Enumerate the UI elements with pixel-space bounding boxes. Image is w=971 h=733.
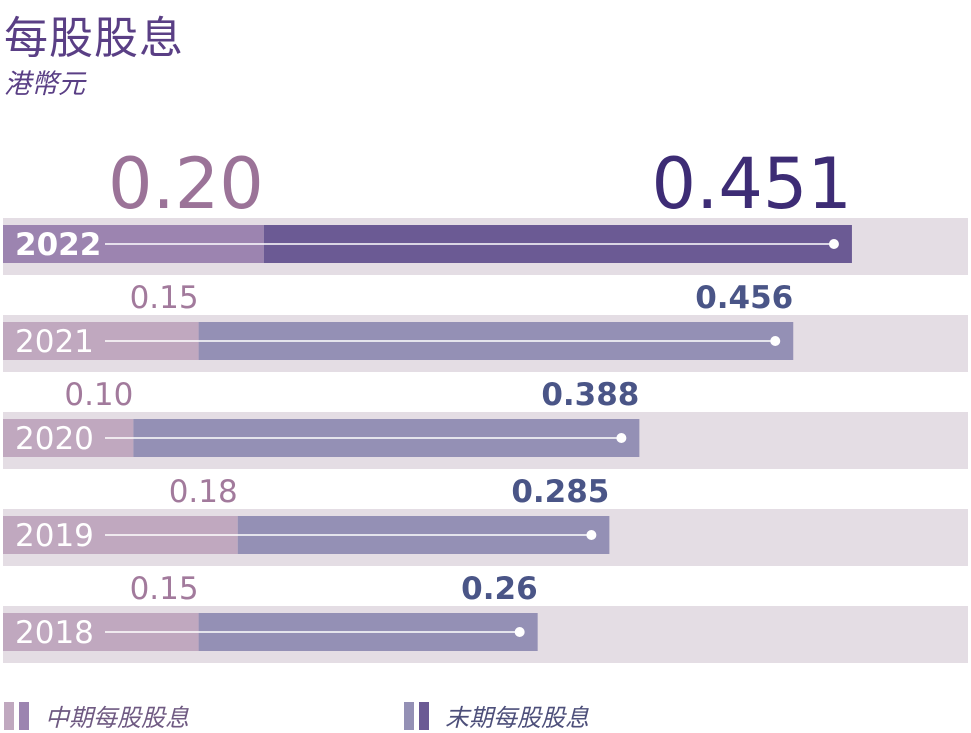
legend-item-interim: 中期每股股息	[4, 698, 189, 733]
chart-title: 每股股息	[4, 13, 184, 64]
value-label-interim-2021: 0.15	[130, 280, 199, 316]
chart-subtitle: 港幣元	[4, 69, 85, 100]
year-label-2020: 2020	[15, 421, 94, 457]
legend-swatch-interim	[4, 701, 29, 730]
legend-swatch-final	[404, 701, 429, 730]
legend-item-final: 末期每股股息	[404, 698, 589, 733]
bar-end-dot-2021	[770, 336, 781, 346]
bar-end-dot-2018	[514, 627, 525, 637]
year-label-2019: 2019	[15, 518, 94, 554]
value-label-interim-2018: 0.15	[130, 571, 199, 607]
year-label-2022: 2022	[15, 227, 101, 263]
bar-end-dot-2019	[586, 530, 597, 540]
value-label-final-2020: 0.388	[541, 377, 639, 413]
value-label-interim-2020: 0.10	[64, 377, 133, 413]
legend-label-final: 末期每股股息	[445, 704, 589, 732]
bar-end-dot-2022	[828, 239, 839, 249]
value-label-final-2022: 0.451	[652, 143, 852, 225]
value-label-final-2019: 0.285	[511, 474, 609, 510]
value-label-interim-2019: 0.18	[169, 474, 238, 510]
value-label-final-2021: 0.456	[695, 280, 793, 316]
year-label-2021: 2021	[15, 324, 94, 360]
value-label-interim-2022: 0.20	[108, 143, 264, 225]
year-label-2018: 2018	[15, 615, 94, 651]
value-label-final-2018: 0.26	[461, 571, 538, 607]
bar-end-dot-2020	[616, 433, 627, 443]
legend-label-interim: 中期每股股息	[45, 704, 189, 732]
